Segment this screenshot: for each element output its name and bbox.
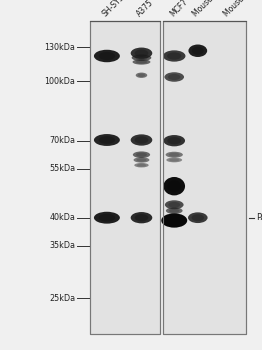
Text: 70kDa: 70kDa: [50, 136, 75, 145]
Ellipse shape: [131, 134, 152, 146]
Ellipse shape: [188, 44, 207, 57]
Bar: [90, 21, 160, 334]
Ellipse shape: [167, 180, 181, 192]
Text: 35kDa: 35kDa: [50, 241, 75, 250]
Text: 100kDa: 100kDa: [45, 77, 75, 86]
Ellipse shape: [131, 48, 152, 59]
Text: Mouse skeletal muscle: Mouse skeletal muscle: [222, 0, 262, 18]
Ellipse shape: [169, 209, 179, 213]
Ellipse shape: [165, 200, 184, 209]
Text: 25kDa: 25kDa: [49, 294, 75, 303]
Ellipse shape: [163, 177, 185, 195]
Ellipse shape: [166, 208, 183, 214]
Ellipse shape: [131, 212, 152, 223]
Text: 55kDa: 55kDa: [49, 164, 75, 173]
Ellipse shape: [161, 214, 187, 228]
Bar: [163, 21, 246, 334]
Ellipse shape: [167, 137, 181, 144]
Text: MCF7: MCF7: [168, 0, 189, 18]
Text: SH-SY5Y: SH-SY5Y: [101, 0, 130, 18]
Ellipse shape: [136, 60, 147, 64]
Ellipse shape: [99, 214, 115, 222]
Text: Mouse liver: Mouse liver: [192, 0, 229, 18]
Ellipse shape: [134, 163, 149, 167]
Ellipse shape: [94, 50, 120, 62]
Ellipse shape: [133, 59, 150, 65]
Ellipse shape: [135, 50, 148, 57]
Ellipse shape: [166, 216, 182, 225]
Ellipse shape: [163, 135, 185, 146]
Text: PABPC5: PABPC5: [256, 213, 262, 222]
Bar: [90, 21, 160, 334]
Ellipse shape: [133, 152, 150, 158]
Ellipse shape: [137, 158, 146, 162]
Ellipse shape: [166, 158, 182, 162]
Ellipse shape: [165, 72, 184, 82]
Ellipse shape: [135, 214, 148, 221]
Ellipse shape: [136, 153, 147, 157]
Ellipse shape: [136, 72, 147, 78]
Ellipse shape: [192, 214, 204, 221]
Ellipse shape: [138, 74, 145, 77]
Ellipse shape: [168, 202, 180, 208]
Ellipse shape: [137, 164, 146, 167]
Text: 40kDa: 40kDa: [50, 213, 75, 222]
Ellipse shape: [132, 55, 151, 61]
Text: A375: A375: [135, 0, 156, 18]
Ellipse shape: [134, 157, 149, 163]
Bar: [163, 21, 246, 334]
Ellipse shape: [169, 159, 179, 161]
Ellipse shape: [188, 212, 208, 223]
Ellipse shape: [166, 152, 183, 158]
Ellipse shape: [169, 153, 180, 157]
Ellipse shape: [99, 52, 115, 60]
Ellipse shape: [167, 52, 181, 60]
Ellipse shape: [192, 47, 204, 55]
Ellipse shape: [94, 212, 120, 224]
Ellipse shape: [135, 56, 148, 60]
Ellipse shape: [135, 136, 148, 144]
Ellipse shape: [94, 134, 120, 146]
Ellipse shape: [168, 74, 181, 80]
Ellipse shape: [163, 50, 185, 62]
Text: 130kDa: 130kDa: [45, 43, 75, 52]
Ellipse shape: [99, 136, 115, 144]
